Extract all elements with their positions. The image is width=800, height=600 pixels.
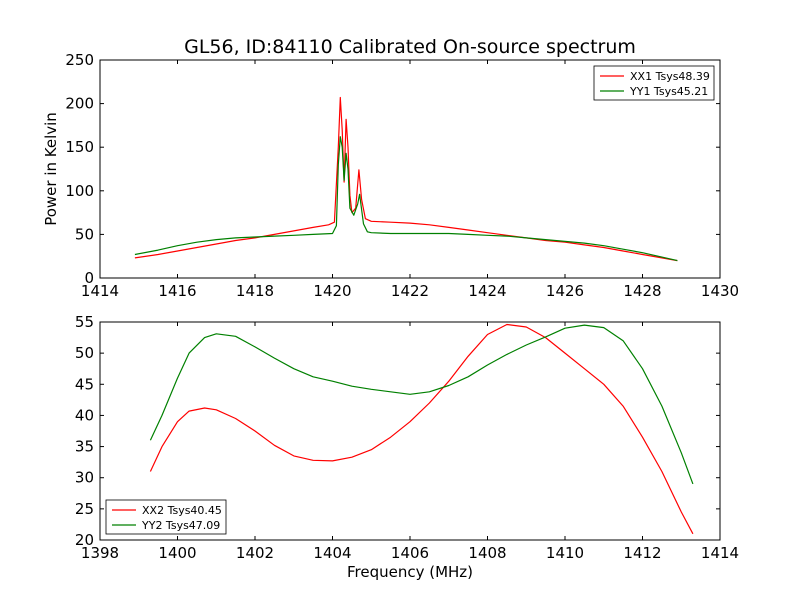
series-line-1: [149, 323, 694, 535]
legend: XX2 Tsys40.45 YY2 Tsys47.09: [105, 499, 227, 535]
y-tick-label: 55: [75, 313, 94, 331]
y-tick-label: 40: [75, 406, 94, 424]
x-tick-label: 1398: [81, 544, 119, 562]
x-tick-label: 1424: [468, 282, 506, 300]
y-tick-label: 20: [75, 531, 94, 549]
legend-label-1: XX2 Tsys40.45: [142, 504, 222, 517]
x-tick-label: 1420: [313, 282, 351, 300]
y-tick-label: 25: [75, 500, 94, 518]
chart-title: GL56, ID:84110 Calibrated On-source spec…: [184, 36, 636, 58]
x-tick-label: 1430: [701, 282, 739, 300]
x-tick-label: 1428: [623, 282, 661, 300]
series-group: [134, 96, 678, 262]
y-tick-label: 250: [65, 51, 94, 69]
series-line-1: [134, 96, 678, 262]
series-line-2: [149, 324, 694, 485]
x-tick-label: 1402: [236, 544, 274, 562]
y-tick-label: 0: [84, 269, 94, 287]
bottom-plot: 1398 1400 1402 1404 1406 1408 1410 1412 1414 20 25…: [75, 313, 739, 562]
x-tick-label: 1412: [623, 544, 661, 562]
series-group: [149, 323, 694, 535]
legend-label-2: YY2 Tsys47.09: [141, 519, 220, 532]
x-tick-label: 1418: [236, 282, 274, 300]
x-tick-label: 1422: [391, 282, 429, 300]
x-tick-label: 1416: [158, 282, 196, 300]
x-tick-label: 1400: [158, 544, 196, 562]
x-tick-label: 1414: [701, 544, 739, 562]
y-tick-label: 100: [65, 182, 94, 200]
y-tick-label: 30: [75, 469, 94, 487]
legend-box: [105, 499, 227, 535]
x-tick-label: 1406: [391, 544, 429, 562]
legend-box: [593, 65, 715, 101]
y-tick-label: 35: [75, 438, 94, 456]
y-tick-label: 45: [75, 375, 94, 393]
x-tick-label: 1414: [81, 282, 119, 300]
x-tick-label: 1404: [313, 544, 351, 562]
y-tick-label: 50: [75, 225, 94, 243]
legend-label-2: YY1 Tsys45.21: [629, 85, 708, 98]
top-plot: 1414 1416 1418 1420 1422 1424 1426 1428 1430 0 50 1…: [65, 51, 739, 300]
x-tick-label: 1410: [546, 544, 584, 562]
y-tick-label: 50: [75, 344, 94, 362]
y-tick-label: 200: [65, 95, 94, 113]
series-line-2: [134, 136, 678, 262]
x-axis-label: Frequency (MHz): [347, 563, 473, 581]
x-tick-label: 1426: [546, 282, 584, 300]
legend-label-1: XX1 Tsys48.39: [630, 70, 710, 83]
y-tick-label: 150: [65, 138, 94, 156]
y-axis-label: Power in Kelvin: [42, 112, 60, 226]
legend: XX1 Tsys48.39 YY1 Tsys45.21: [593, 65, 715, 101]
x-tick-label: 1408: [468, 544, 506, 562]
